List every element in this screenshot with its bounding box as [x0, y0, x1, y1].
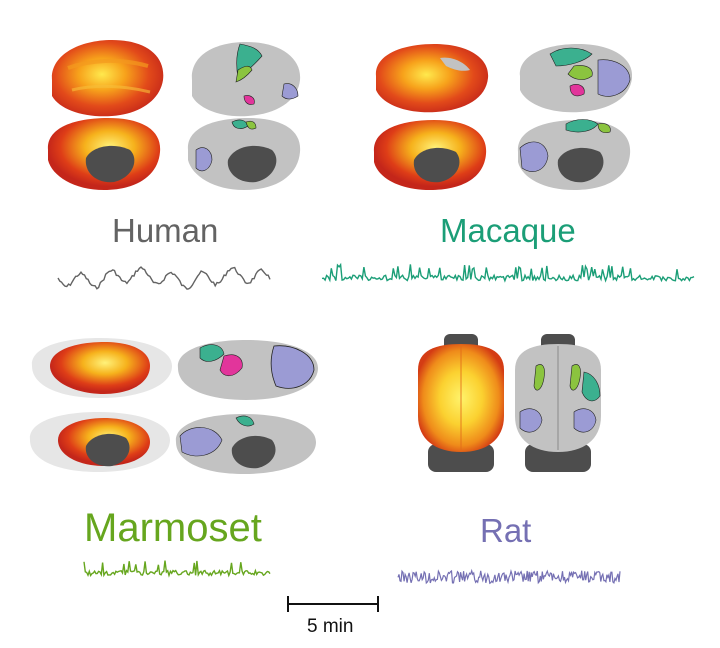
rat-network-brain: [515, 334, 601, 472]
rat-heatmap-brain: [418, 334, 504, 472]
human-medial-heatmap: [47, 118, 161, 190]
macaque-brain-panel: [373, 44, 633, 190]
human-lateral-networks: [191, 42, 301, 117]
rat-brain-panel: [418, 334, 601, 472]
macaque-lateral-heatmap: [375, 44, 489, 113]
marmoset-lateral-heatmap: [31, 338, 173, 398]
macaque-lateral-networks: [519, 44, 633, 113]
species-label-rat: Rat: [480, 512, 532, 549]
human-bold-timeseries: [57, 266, 271, 290]
human-brain-panel: [47, 40, 301, 190]
scale-bar-label: 5 min: [307, 616, 354, 637]
marmoset-lateral-networks: [177, 340, 318, 400]
species-label-marmoset: Marmoset: [84, 506, 262, 550]
species-label-macaque: Macaque: [440, 212, 576, 249]
marmoset-medial-heatmap: [29, 412, 171, 472]
human-medial-networks: [187, 118, 301, 190]
marmoset-medial-networks: [175, 414, 316, 474]
macaque-medial-heatmap: [373, 120, 487, 190]
rat-bold-timeseries: [397, 568, 621, 585]
marmoset-bold-timeseries: [83, 560, 271, 578]
macaque-medial-networks: [517, 119, 631, 190]
marmoset-brain-panel: [29, 338, 318, 474]
time-scale-bar: [287, 596, 379, 612]
species-label-human: Human: [112, 212, 219, 249]
macaque-bold-timeseries: [321, 262, 695, 283]
human-lateral-heatmap: [51, 40, 164, 117]
